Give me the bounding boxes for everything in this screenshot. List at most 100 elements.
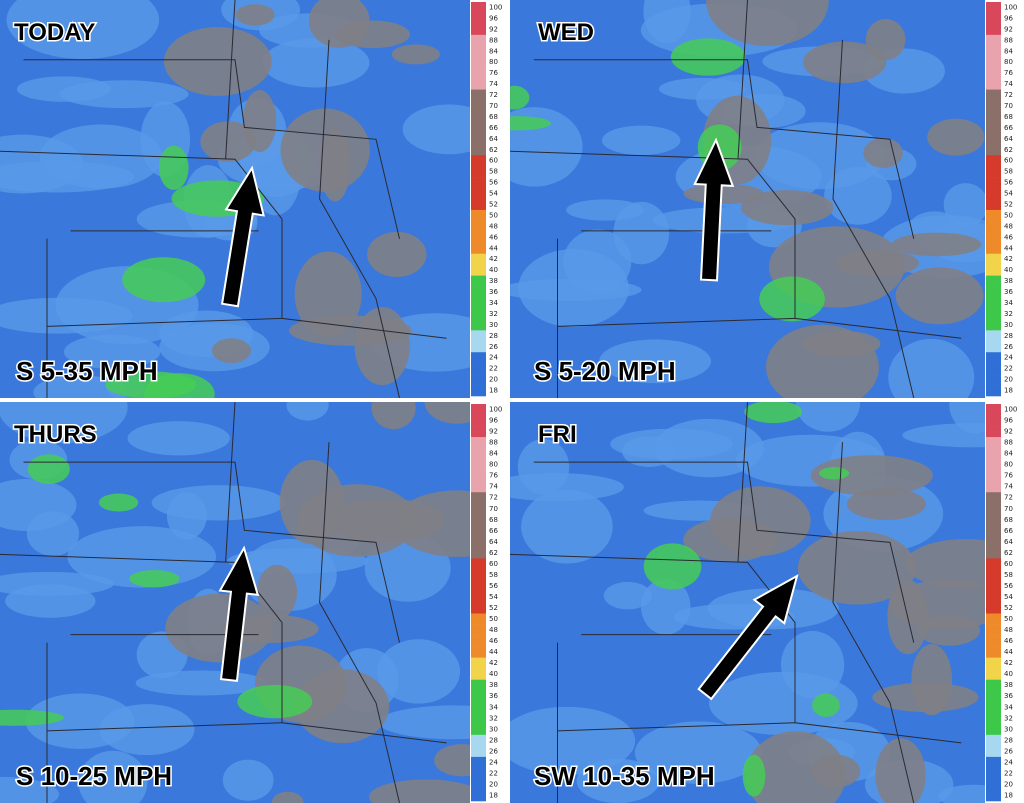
colorbar-label: 96 — [1004, 14, 1013, 22]
colorbar-label: 46 — [1004, 233, 1013, 241]
colorbar-swatch — [471, 385, 486, 397]
colorbar-swatch — [986, 558, 1001, 570]
wind-area-light — [708, 671, 858, 736]
colorbar-label: 26 — [1004, 747, 1013, 755]
wind-label: S 5-20 MPH — [534, 356, 676, 386]
colorbar-label: 48 — [489, 222, 498, 230]
colorbar-swatch — [471, 12, 486, 25]
colorbar-swatch — [471, 220, 486, 233]
colorbar-swatch — [471, 231, 486, 244]
colorbar-swatch — [986, 525, 1001, 537]
colorbar-swatch — [986, 374, 1001, 386]
wind-arrow — [218, 545, 260, 683]
colorbar-label: 72 — [489, 91, 498, 99]
wind-area-light — [6, 0, 160, 60]
wind-area-gray — [706, 0, 829, 46]
colorbar-swatch — [471, 701, 486, 714]
day-label: THURS — [14, 421, 97, 448]
colorbar-label: 24 — [1004, 354, 1013, 362]
colorbar-swatch — [986, 613, 1001, 625]
wind-area-green — [742, 754, 766, 797]
colorbar-swatch — [471, 264, 486, 276]
colorbar-label: 48 — [489, 626, 498, 634]
state-border — [737, 402, 748, 563]
colorbar-swatch — [986, 89, 1001, 101]
wind-area-light — [576, 758, 660, 803]
colorbar-label: 20 — [489, 780, 498, 788]
colorbar-swatch — [986, 188, 1001, 200]
colorbar-label: 42 — [1004, 255, 1013, 263]
colorbar-swatch — [471, 580, 486, 592]
wind-area-gray — [875, 738, 926, 803]
colorbar-swatch — [986, 319, 1001, 331]
colorbar-swatch — [986, 569, 1001, 581]
wind-area-light — [599, 339, 712, 384]
wind-area-green — [129, 570, 180, 588]
colorbar-label: 100 — [1004, 3, 1017, 11]
colorbar-label: 66 — [1004, 124, 1013, 132]
colorbar-label: 74 — [489, 80, 498, 88]
wind-arrow — [693, 137, 735, 282]
colorbar-swatch — [471, 657, 486, 669]
colorbar-swatch — [986, 503, 1001, 515]
colorbar-swatch — [471, 56, 486, 68]
colorbar-label: 50 — [489, 211, 498, 219]
colorbar-label: 44 — [489, 648, 498, 656]
wind-area-light — [795, 402, 861, 432]
colorbar-swatch — [986, 723, 1001, 736]
colorbar-swatch — [986, 45, 1001, 58]
wind-area-light — [521, 489, 613, 564]
wind-area-green — [744, 402, 803, 424]
colorbar-swatch — [471, 122, 486, 134]
colorbar-label: 44 — [489, 244, 498, 252]
colorbar-swatch — [986, 514, 1001, 526]
colorbar-swatch — [986, 580, 1001, 592]
colorbar-label: 60 — [1004, 560, 1013, 568]
colorbar-swatch — [471, 286, 486, 298]
colorbar-swatch — [471, 144, 486, 156]
wind-area-green — [237, 684, 313, 719]
colorbar-swatch — [471, 536, 486, 548]
colorbar-swatch — [471, 352, 486, 364]
wind-area-gray — [891, 232, 982, 257]
state-border — [0, 553, 447, 744]
colorbar-swatch — [986, 536, 1001, 548]
map — [510, 402, 985, 803]
colorbar-swatch — [986, 789, 1001, 802]
colorbar-swatch — [986, 646, 1001, 658]
wind-area-light — [377, 639, 461, 704]
state-border — [23, 59, 400, 239]
colorbar-label: 50 — [489, 615, 498, 623]
colorbar-swatch — [986, 448, 1001, 460]
colorbar-swatch — [986, 133, 1001, 145]
wind-area-light — [0, 776, 60, 803]
colorbar-swatch — [986, 363, 1001, 375]
wind-area-light — [67, 526, 217, 588]
colorbar-swatch — [471, 253, 486, 265]
map — [510, 0, 985, 398]
colorbar-label: 22 — [1004, 365, 1013, 373]
colorbar-label: 54 — [489, 190, 498, 198]
colorbar-swatch — [471, 679, 486, 692]
colorbar-label: 70 — [489, 505, 498, 513]
colorbar-label: 74 — [1004, 80, 1013, 88]
colorbar-label: 38 — [1004, 277, 1013, 285]
colorbar-swatch — [986, 624, 1001, 636]
colorbar-label: 76 — [1004, 69, 1013, 77]
state-border — [832, 39, 915, 398]
colorbar-swatch — [986, 67, 1001, 79]
state-border — [533, 59, 915, 239]
state-border — [46, 317, 283, 327]
colorbar-swatch — [986, 330, 1001, 342]
colorbar-swatch — [471, 470, 486, 482]
wind-area-green — [819, 466, 850, 480]
colorbar-swatch — [986, 404, 1001, 416]
colorbar-label: 20 — [1004, 376, 1013, 384]
colorbar-swatch — [986, 635, 1001, 647]
colorbar-label: 64 — [489, 538, 498, 546]
colorbar-label: 24 — [489, 354, 498, 362]
colorbar-swatch — [986, 2, 1001, 14]
wind-area-gray — [235, 4, 275, 26]
colorbar-label: 58 — [1004, 168, 1013, 176]
map-panel: FRI SW 10-35 MPH 100 96 92 88 84 80 76 74 72 70 68 66… — [510, 402, 1024, 803]
